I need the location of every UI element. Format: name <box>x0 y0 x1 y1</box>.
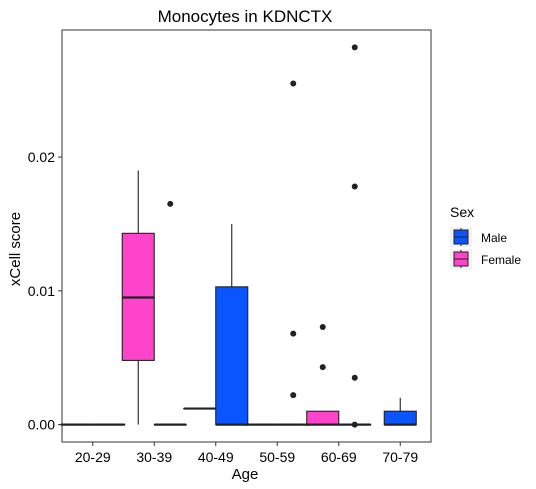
x-tick-label: 70-79 <box>382 449 418 465</box>
y-axis-label: xCell score <box>7 212 24 286</box>
y-axis: 0.00 0.01 0.02 <box>28 149 62 433</box>
y-tick-label: 0.01 <box>28 283 55 299</box>
box-male-70-79 <box>383 410 417 426</box>
outlier-point-male-60-69-3 <box>351 421 358 428</box>
x-axis-label: Age <box>232 466 259 483</box>
plot-marks <box>60 44 417 428</box>
outlier-point-male-50-59-0 <box>290 80 297 87</box>
x-tick-label: 20-29 <box>75 449 111 465</box>
outlier-point-male-60-69-1 <box>351 183 358 190</box>
outlier-point-male-50-59-2 <box>290 392 297 399</box>
x-tick-label: 40-49 <box>198 449 234 465</box>
outlier-point-male-60-69-0 <box>351 44 358 51</box>
outlier-point-male-50-59-1 <box>290 330 297 337</box>
outlier-point-male-30-39-0 <box>167 200 174 207</box>
legend: Sex Male Female <box>450 204 521 269</box>
legend-label-female: Female <box>481 253 521 267</box>
outlier-point-female-60-69-1 <box>319 364 326 371</box>
x-axis: 20-29 30-39 40-49 50-59 60-69 70-79 <box>75 442 418 465</box>
box-male-40-49 <box>215 286 249 426</box>
outlier-point-female-60-69-0 <box>319 323 326 330</box>
box-female-60-69 <box>306 410 340 426</box>
legend-label-male: Male <box>481 231 507 245</box>
y-tick-label: 0.00 <box>28 417 55 433</box>
x-tick-label: 60-69 <box>321 449 357 465</box>
outlier-point-male-60-69-2 <box>351 374 358 381</box>
chart-title: Monocytes in KDNCTX <box>158 7 333 26</box>
legend-title: Sex <box>450 204 474 220</box>
x-tick-label: 30-39 <box>136 449 172 465</box>
y-tick-label: 0.02 <box>28 149 55 165</box>
x-tick-label: 50-59 <box>259 449 295 465</box>
